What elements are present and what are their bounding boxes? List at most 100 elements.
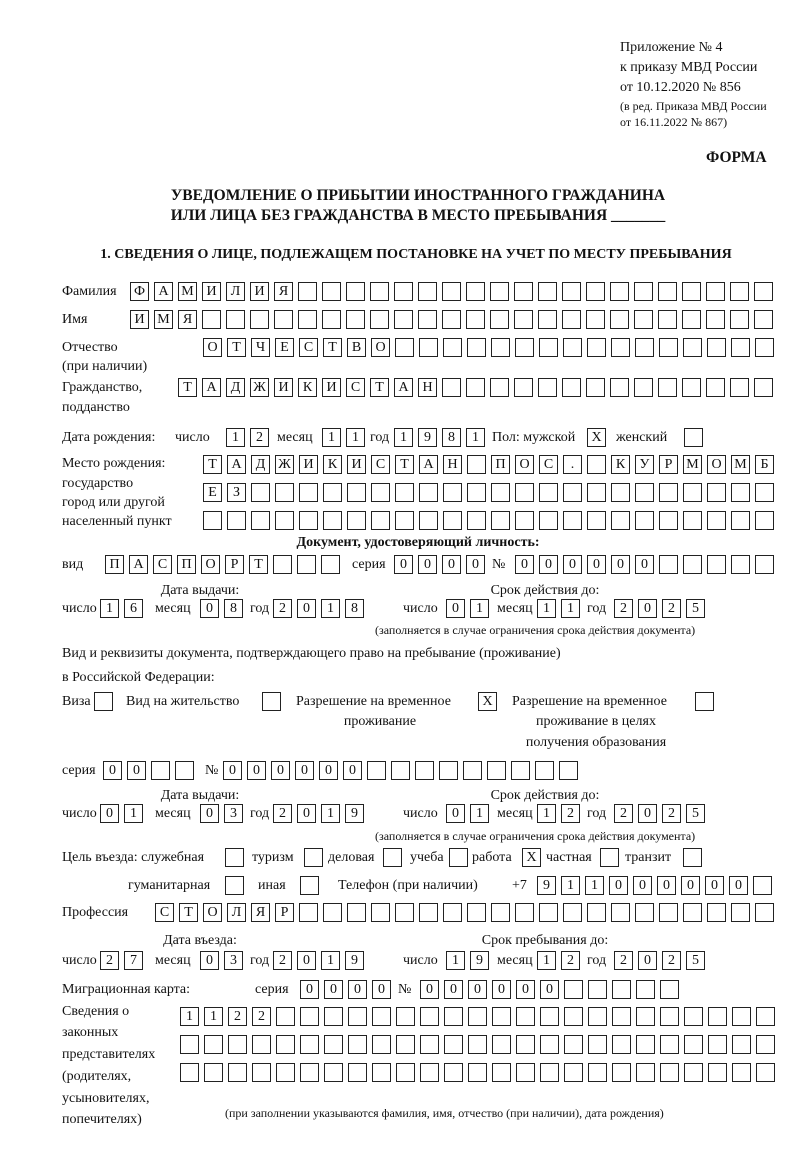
patronymic-cell[interactable] [635, 338, 654, 357]
id-type-cell[interactable] [273, 555, 292, 574]
id-number-cell[interactable] [683, 555, 702, 574]
stay-number-cell[interactable] [415, 761, 434, 780]
representatives-row-2-cell[interactable] [612, 1035, 631, 1054]
name-cell[interactable] [562, 310, 581, 329]
phone-cell[interactable]: 0 [681, 876, 700, 895]
birthplace-row-2-cell[interactable] [563, 483, 582, 502]
profession-cell[interactable]: С [155, 903, 174, 922]
phone-cell[interactable]: 0 [657, 876, 676, 895]
surname-cell[interactable] [682, 282, 701, 301]
profession-cell[interactable]: О [203, 903, 222, 922]
surname-cell[interactable] [658, 282, 677, 301]
id-type-cell[interactable]: П [177, 555, 196, 574]
representatives-row-2-cell[interactable] [492, 1035, 511, 1054]
representatives-row-2-cell[interactable] [516, 1035, 535, 1054]
left-year-cell[interactable]: 1 [321, 804, 340, 823]
left-day-cell[interactable]: 2 [100, 951, 119, 970]
left-month-cell[interactable]: 3 [224, 804, 243, 823]
name-cell[interactable] [394, 310, 413, 329]
phone-cell[interactable] [753, 876, 772, 895]
stay-number-cell[interactable]: 0 [295, 761, 314, 780]
birthplace-row-2-cell[interactable] [587, 483, 606, 502]
purpose-tourism-checkbox[interactable] [304, 848, 323, 867]
right-year-cell[interactable]: 0 [638, 951, 657, 970]
stay-series-cell[interactable]: 0 [127, 761, 146, 780]
patronymic-cell[interactable] [539, 338, 558, 357]
representatives-row-2-cell[interactable] [756, 1035, 775, 1054]
name-cell[interactable] [634, 310, 653, 329]
representatives-row-3-cell[interactable] [660, 1063, 679, 1082]
birthplace-row-3-cell[interactable] [203, 511, 222, 530]
citizenship-cell[interactable] [634, 378, 653, 397]
citizenship-cell[interactable] [754, 378, 773, 397]
representatives-row-2-cell[interactable] [660, 1035, 679, 1054]
surname-cell[interactable] [370, 282, 389, 301]
birthplace-row-1-cell[interactable]: С [371, 455, 390, 474]
birthplace-row-1-cell[interactable]: У [635, 455, 654, 474]
stay-number-cell[interactable] [511, 761, 530, 780]
left-day-cell[interactable]: 1 [124, 804, 143, 823]
birthplace-row-3-cell[interactable] [491, 511, 510, 530]
representatives-row-2-cell[interactable] [540, 1035, 559, 1054]
right-year-cell[interactable]: 5 [686, 599, 705, 618]
phone-cell[interactable]: 0 [609, 876, 628, 895]
representatives-row-3-cell[interactable] [492, 1063, 511, 1082]
birthplace-row-2-cell[interactable] [539, 483, 558, 502]
patronymic-cell[interactable] [419, 338, 438, 357]
id-series-cell[interactable]: 0 [418, 555, 437, 574]
right-day-cell[interactable]: 1 [446, 951, 465, 970]
purpose-work-checkbox[interactable]: X [522, 848, 541, 867]
left-year-cell[interactable]: 0 [297, 599, 316, 618]
representatives-row-3-cell[interactable] [684, 1063, 703, 1082]
birthplace-row-3-cell[interactable] [371, 511, 390, 530]
representatives-row-1-cell[interactable] [468, 1007, 487, 1026]
representatives-row-1-cell[interactable]: 2 [252, 1007, 271, 1026]
surname-cell[interactable] [394, 282, 413, 301]
right-year-cell[interactable]: 5 [686, 951, 705, 970]
id-series-cell[interactable]: 0 [394, 555, 413, 574]
representatives-row-1-cell[interactable] [372, 1007, 391, 1026]
birthplace-row-1-cell[interactable]: Т [203, 455, 222, 474]
stay-number-cell[interactable]: 0 [319, 761, 338, 780]
surname-cell[interactable] [346, 282, 365, 301]
patronymic-cell[interactable]: О [371, 338, 390, 357]
representatives-row-2-cell[interactable] [252, 1035, 271, 1054]
birthplace-row-2-cell[interactable] [659, 483, 678, 502]
patronymic-cell[interactable] [707, 338, 726, 357]
id-number-cell[interactable] [659, 555, 678, 574]
profession-cell[interactable] [323, 903, 342, 922]
trp-checkbox[interactable]: X [478, 692, 497, 711]
surname-cell[interactable] [730, 282, 749, 301]
visa-checkbox[interactable] [94, 692, 113, 711]
id-type-cell[interactable]: О [201, 555, 220, 574]
birthplace-row-2-cell[interactable] [491, 483, 510, 502]
birthplace-row-3-cell[interactable] [515, 511, 534, 530]
birthplace-row-1-cell[interactable]: П [491, 455, 510, 474]
surname-cell[interactable] [322, 282, 341, 301]
birthplace-row-1-cell[interactable] [587, 455, 606, 474]
birth-day-cell[interactable]: 1 [226, 428, 245, 447]
right-year-cell[interactable]: 2 [662, 599, 681, 618]
stay-number-cell[interactable]: 0 [343, 761, 362, 780]
representatives-row-2-cell[interactable] [588, 1035, 607, 1054]
representatives-row-3-cell[interactable] [540, 1063, 559, 1082]
name-cell[interactable] [586, 310, 605, 329]
profession-cell[interactable] [755, 903, 774, 922]
right-day-cell[interactable]: 0 [446, 804, 465, 823]
stay-number-cell[interactable]: 0 [223, 761, 242, 780]
patronymic-cell[interactable]: О [203, 338, 222, 357]
name-cell[interactable] [202, 310, 221, 329]
citizenship-cell[interactable]: Т [178, 378, 197, 397]
left-year-cell[interactable]: 1 [321, 599, 340, 618]
birthplace-row-2-cell[interactable] [347, 483, 366, 502]
migration-series-cell[interactable]: 0 [324, 980, 343, 999]
name-cell[interactable]: Я [178, 310, 197, 329]
representatives-row-3-cell[interactable] [348, 1063, 367, 1082]
representatives-row-1-cell[interactable] [756, 1007, 775, 1026]
birthplace-row-2-cell[interactable] [443, 483, 462, 502]
birthplace-row-3-cell[interactable] [275, 511, 294, 530]
birthplace-row-3-cell[interactable] [635, 511, 654, 530]
profession-cell[interactable] [707, 903, 726, 922]
name-cell[interactable] [658, 310, 677, 329]
representatives-row-2-cell[interactable] [396, 1035, 415, 1054]
